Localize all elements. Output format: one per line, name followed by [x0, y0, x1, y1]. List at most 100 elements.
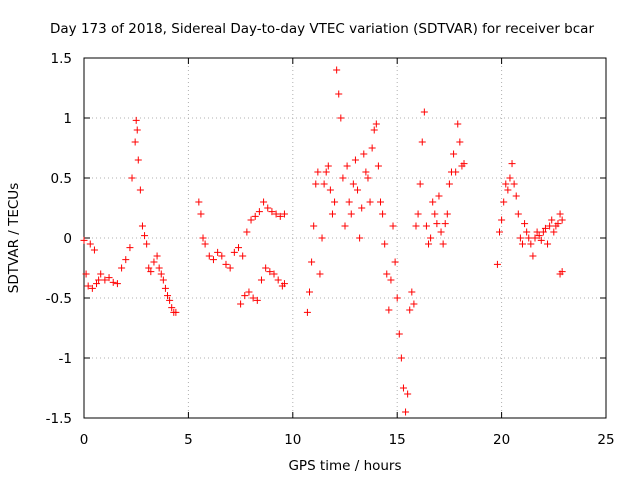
- data-point: [84, 282, 92, 290]
- data-point: [145, 264, 153, 272]
- data-point: [280, 280, 288, 288]
- data-point: [435, 192, 443, 200]
- data-point: [328, 210, 336, 218]
- data-point: [168, 304, 176, 312]
- data-point: [343, 162, 351, 170]
- data-point: [558, 216, 566, 224]
- data-point: [360, 150, 368, 158]
- data-point: [429, 198, 437, 206]
- data-point: [544, 240, 552, 248]
- data-point: [408, 288, 416, 296]
- data-point: [314, 168, 322, 176]
- data-point: [157, 270, 165, 278]
- data-point: [439, 240, 447, 248]
- data-point: [209, 256, 217, 264]
- data-point: [516, 234, 524, 242]
- data-point: [364, 174, 372, 182]
- data-point: [402, 408, 410, 416]
- x-tick-label: 25: [597, 432, 614, 448]
- data-point: [414, 210, 422, 218]
- data-point: [389, 222, 397, 230]
- data-point: [370, 126, 378, 134]
- data-point: [335, 90, 343, 98]
- data-point: [235, 244, 243, 252]
- data-point: [237, 300, 245, 308]
- data-point: [109, 278, 117, 286]
- data-point: [498, 216, 506, 224]
- data-point: [308, 258, 316, 266]
- data-point: [412, 222, 420, 230]
- data-point: [222, 260, 230, 268]
- data-point: [95, 276, 103, 284]
- data-point: [249, 294, 257, 302]
- x-tick-label: 15: [389, 432, 406, 448]
- data-point: [255, 208, 263, 216]
- data-point: [303, 308, 311, 316]
- data-point: [558, 268, 566, 276]
- data-point: [427, 234, 435, 242]
- data-point: [320, 180, 328, 188]
- data-point: [460, 160, 468, 168]
- data-point: [410, 300, 418, 308]
- data-point: [391, 258, 399, 266]
- data-point: [529, 252, 537, 260]
- data-point: [541, 224, 549, 232]
- data-point: [548, 216, 556, 224]
- data-point: [372, 120, 380, 128]
- data-point: [537, 236, 545, 244]
- data-point: [351, 156, 359, 164]
- data-point: [247, 216, 255, 224]
- x-axis-label: GPS time / hours: [288, 458, 401, 474]
- data-point: [239, 252, 247, 260]
- data-point: [525, 234, 533, 242]
- data-point: [510, 180, 518, 188]
- data-point: [93, 280, 101, 288]
- data-point: [422, 222, 430, 230]
- data-point: [195, 198, 203, 206]
- data-point: [136, 186, 144, 194]
- y-tick-label: 1: [63, 111, 72, 127]
- data-point: [496, 228, 504, 236]
- data-point: [431, 210, 439, 218]
- data-points: [80, 66, 566, 416]
- data-point: [86, 240, 94, 248]
- data-point: [90, 246, 98, 254]
- data-point: [502, 180, 510, 188]
- data-point: [341, 222, 349, 230]
- data-point: [101, 276, 109, 284]
- data-point: [326, 186, 334, 194]
- data-point: [318, 234, 326, 242]
- data-point: [366, 198, 374, 206]
- data-point: [105, 274, 113, 282]
- y-tick-label: -0.5: [46, 291, 72, 307]
- data-point: [452, 168, 460, 176]
- data-point: [345, 198, 353, 206]
- data-point: [164, 292, 172, 300]
- data-point: [218, 252, 226, 260]
- axis-ticks: 0 5 10 15 20 25 -1.5 -1 -0.5 0 0.5 1 1.5: [46, 51, 615, 448]
- data-point: [322, 168, 330, 176]
- data-point: [150, 258, 158, 266]
- data-point: [493, 260, 501, 268]
- data-point: [241, 292, 249, 300]
- x-tick-label: 10: [284, 432, 301, 448]
- data-point: [406, 306, 414, 314]
- data-point: [268, 208, 276, 216]
- data-point: [349, 180, 357, 188]
- data-point: [441, 220, 449, 228]
- data-point: [88, 284, 96, 292]
- data-point: [316, 270, 324, 278]
- data-point: [533, 228, 541, 236]
- data-point: [153, 252, 161, 260]
- data-point: [257, 276, 265, 284]
- data-point: [266, 268, 274, 276]
- data-point: [397, 354, 405, 362]
- data-point: [134, 156, 142, 164]
- data-point: [376, 198, 384, 206]
- data-point: [362, 168, 370, 176]
- data-point: [504, 186, 512, 194]
- data-point: [521, 220, 529, 228]
- data-point: [310, 222, 318, 230]
- data-point: [172, 308, 180, 316]
